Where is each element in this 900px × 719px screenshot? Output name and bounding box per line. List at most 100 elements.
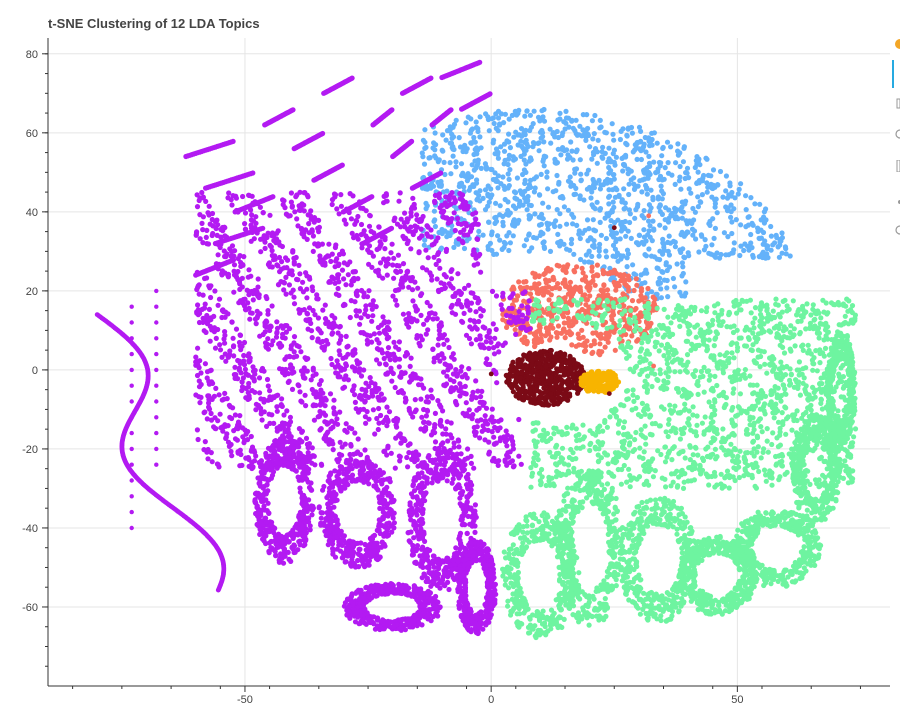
data-point [564, 147, 570, 153]
data-point [595, 137, 601, 143]
data-point [461, 245, 468, 252]
data-point [736, 405, 742, 411]
data-point [599, 149, 605, 155]
data-point [636, 572, 642, 578]
data-point [498, 181, 504, 187]
data-point [646, 365, 652, 371]
data-point [734, 348, 741, 354]
data-point [646, 218, 652, 224]
data-point [712, 397, 718, 403]
data-point [701, 389, 707, 395]
data-point [431, 218, 437, 224]
data-point [540, 200, 546, 206]
data-point [600, 144, 606, 150]
data-point [657, 248, 663, 254]
data-point [559, 456, 566, 462]
data-point [576, 570, 582, 576]
data-point [451, 244, 457, 250]
data-point [738, 222, 744, 228]
data-point [638, 413, 644, 419]
data-point [633, 363, 640, 369]
data-point [527, 616, 533, 622]
data-point [706, 250, 712, 256]
data-point [502, 157, 508, 163]
data-point [705, 592, 711, 598]
data-point [677, 369, 683, 375]
data-point [724, 324, 730, 330]
data-point [528, 465, 534, 471]
data-point [619, 466, 625, 473]
data-point [850, 317, 857, 323]
data-point [705, 444, 711, 450]
data-point [758, 455, 764, 461]
data-point [812, 477, 819, 483]
data-point [607, 210, 613, 216]
data-point [590, 278, 596, 284]
data-point [557, 552, 564, 558]
data-point [605, 461, 611, 467]
data-point [567, 580, 574, 586]
data-point [669, 457, 675, 463]
data-point [626, 191, 632, 198]
data-point [744, 343, 750, 349]
data-point [762, 361, 768, 367]
data-point [617, 318, 623, 324]
data-point [679, 545, 685, 551]
data-point [685, 420, 691, 426]
data-point [521, 243, 527, 249]
data-point [629, 523, 635, 529]
data-point [651, 227, 657, 233]
data-point [837, 374, 843, 380]
data-point [617, 136, 624, 143]
data-point [607, 414, 613, 420]
data-point [431, 208, 437, 214]
data-point [486, 199, 492, 205]
data-point [743, 207, 749, 213]
data-point [695, 204, 702, 210]
data-point [549, 543, 555, 549]
data-point [644, 387, 651, 393]
data-point [639, 368, 645, 374]
data-point [697, 462, 703, 468]
data-point [501, 148, 508, 154]
data-point [781, 350, 788, 356]
data-point [564, 563, 570, 569]
data-point [810, 367, 816, 373]
data-point [709, 605, 715, 611]
data-point [540, 114, 546, 120]
data-point [514, 112, 520, 118]
data-point [748, 310, 754, 316]
data-point [530, 270, 536, 276]
data-point [679, 596, 685, 602]
data-point [433, 155, 439, 161]
data-point [665, 524, 671, 530]
data-point [556, 614, 563, 620]
data-point [604, 297, 610, 303]
data-point [436, 229, 442, 236]
data-point [502, 582, 508, 588]
data-point [561, 520, 567, 527]
data-point [762, 411, 768, 417]
data-point [548, 607, 555, 613]
data-point [729, 417, 735, 423]
data-point [695, 382, 701, 389]
data-point [506, 247, 512, 254]
data-point [519, 621, 525, 627]
data-point [639, 239, 645, 245]
data-point [738, 243, 744, 249]
data-point [679, 204, 685, 210]
data-point [763, 478, 769, 484]
data-point [419, 150, 425, 156]
data-point [685, 323, 691, 330]
data-point [616, 336, 622, 342]
data-point [631, 181, 637, 187]
data-point [672, 284, 678, 290]
data-point [745, 586, 751, 592]
data-point [472, 146, 478, 153]
data-point [822, 474, 828, 480]
data-point [503, 576, 509, 582]
data-point [686, 186, 692, 192]
data-point [658, 451, 664, 458]
data-point [687, 444, 694, 450]
